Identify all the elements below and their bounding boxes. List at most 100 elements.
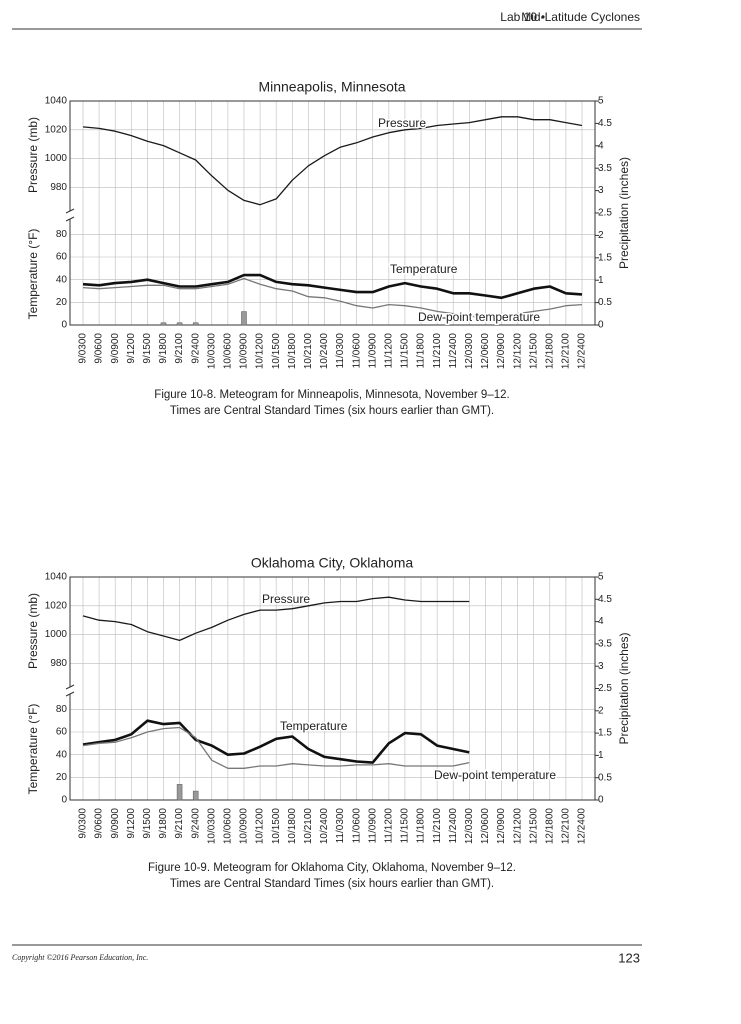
y2-tick-label: 0.5 — [598, 772, 612, 783]
caption: Times are Central Standard Times (six ho… — [170, 878, 494, 890]
y-tick-label: 1020 — [45, 124, 68, 135]
caption: Figure 10-8. Meteogram for Minneapolis, … — [154, 389, 509, 401]
y2-tick-label: 2.5 — [598, 208, 612, 219]
series-label: Pressure — [262, 592, 310, 606]
caption: Figure 10-9. Meteogram for Oklahoma City… — [148, 862, 516, 874]
x-tick-label: 11/1800 — [416, 333, 427, 369]
x-tick-label: 11/0900 — [367, 333, 378, 369]
plot-frame — [69, 100, 596, 326]
x-tick-label: 10/0600 — [223, 808, 234, 845]
x-tick-label: 9/1200 — [126, 808, 137, 839]
x-tick-label: 10/0900 — [239, 808, 250, 845]
y2-tick-label: 5 — [598, 96, 604, 107]
precipitation-bar — [192, 322, 199, 326]
y-tick-label: 80 — [56, 704, 68, 715]
y-tick-label: 40 — [56, 749, 68, 760]
y-tick-label: 1020 — [45, 600, 68, 611]
y2-tick-label: 5 — [598, 572, 604, 583]
y-tick-label: 1000 — [45, 629, 68, 640]
x-tick-label: 9/0900 — [110, 808, 121, 839]
series-label: Dew-point temperature — [434, 768, 556, 782]
y-axis-title: Pressure (mb) — [26, 117, 40, 193]
series-line — [82, 726, 470, 769]
y-tick-label: 1040 — [45, 96, 68, 107]
y2-tick-label: 1.5 — [598, 252, 612, 263]
x-tick-label: 12/2100 — [561, 333, 572, 370]
x-tick-label: 11/2400 — [448, 333, 459, 369]
y2-tick-label: 0 — [598, 795, 604, 806]
y2-tick-label: 4.5 — [598, 594, 612, 605]
x-tick-label: 10/1800 — [287, 808, 298, 845]
chart-title: Minneapolis, Minnesota — [258, 79, 405, 95]
y-tick-label: 980 — [50, 182, 67, 193]
header-title: Mid-Latitude Cyclones — [521, 10, 640, 24]
x-tick-label: 10/1200 — [255, 333, 266, 370]
x-tick-label: 12/0600 — [480, 333, 491, 370]
series-line — [82, 273, 583, 300]
y-tick-label: 40 — [56, 274, 68, 285]
x-tick-label: 11/1200 — [383, 333, 394, 369]
x-tick-label: 9/2100 — [174, 808, 185, 839]
header-lab: Lab 10 — [500, 10, 537, 24]
y-tick-label: 60 — [56, 252, 68, 263]
x-tick-label: 12/2400 — [577, 333, 588, 370]
x-tick-label: 12/1500 — [528, 333, 539, 370]
x-tick-label: 9/2100 — [174, 333, 185, 364]
x-tick-label: 12/1800 — [544, 333, 555, 370]
x-tick-label: 10/0300 — [206, 808, 217, 845]
x-tick-label: 11/2400 — [448, 808, 459, 844]
series-label: Pressure — [378, 116, 426, 130]
caption: Times are Central Standard Times (six ho… — [170, 405, 494, 417]
series-line — [82, 116, 583, 206]
x-tick-label: 11/1500 — [400, 808, 411, 844]
y-axis-title: Pressure (mb) — [26, 593, 40, 669]
series-line — [82, 277, 583, 319]
series-line — [82, 719, 470, 764]
x-tick-label: 9/0300 — [78, 333, 89, 364]
x-tick-label: 9/0300 — [78, 808, 89, 839]
x-tick-label: 12/1200 — [512, 808, 523, 845]
x-tick-label: 10/0900 — [239, 333, 250, 370]
y2-tick-label: 3 — [598, 185, 604, 196]
y2-axis-title: Precipitation (inches) — [617, 632, 631, 744]
y-axis-title: Temperature (°F) — [26, 704, 40, 795]
x-tick-label: 11/2100 — [432, 808, 443, 844]
y2-tick-label: 4 — [598, 140, 604, 151]
y2-tick-label: 4.5 — [598, 118, 612, 129]
precipitation-bar — [241, 311, 247, 326]
precipitation-bar — [176, 784, 183, 801]
y2-tick-label: 0.5 — [598, 297, 612, 308]
x-tick-label: 11/1200 — [383, 808, 394, 844]
series-label: Dew-point temperature — [418, 310, 540, 324]
x-tick-label: 12/2100 — [561, 808, 572, 845]
x-tick-label: 9/1500 — [142, 333, 153, 364]
break-gap — [68, 211, 73, 219]
y2-tick-label: 3 — [598, 661, 604, 672]
x-tick-label: 10/1200 — [255, 808, 266, 845]
copyright: Copyright ©2016 Pearson Education, Inc. — [12, 953, 148, 962]
x-tick-label: 10/1800 — [287, 333, 298, 370]
x-tick-label: 9/2400 — [190, 333, 201, 364]
x-tick-label: 12/1500 — [528, 808, 539, 845]
x-tick-label: 10/2400 — [319, 808, 330, 845]
header-separator: • — [541, 10, 545, 24]
x-tick-label: 11/0900 — [367, 808, 378, 844]
y-tick-label: 0 — [61, 320, 67, 331]
x-tick-label: 10/2100 — [303, 333, 314, 370]
break-gap — [68, 687, 73, 694]
y2-tick-label: 4 — [598, 616, 604, 627]
y2-tick-label: 3.5 — [598, 163, 612, 174]
x-tick-label: 12/0900 — [496, 333, 507, 370]
x-tick-label: 10/1500 — [271, 808, 282, 845]
x-tick-label: 11/1500 — [400, 333, 411, 369]
y2-tick-label: 3.5 — [598, 639, 612, 650]
y-tick-label: 60 — [56, 727, 68, 738]
y2-tick-label: 1.5 — [598, 728, 612, 739]
series-label: Temperature — [390, 262, 458, 276]
precipitation-bar — [160, 322, 167, 326]
y2-tick-label: 2 — [598, 230, 604, 241]
page-number: 123 — [618, 950, 640, 965]
y2-tick-label: 2.5 — [598, 683, 612, 694]
series-line — [82, 596, 470, 642]
x-tick-label: 10/0600 — [223, 333, 234, 370]
